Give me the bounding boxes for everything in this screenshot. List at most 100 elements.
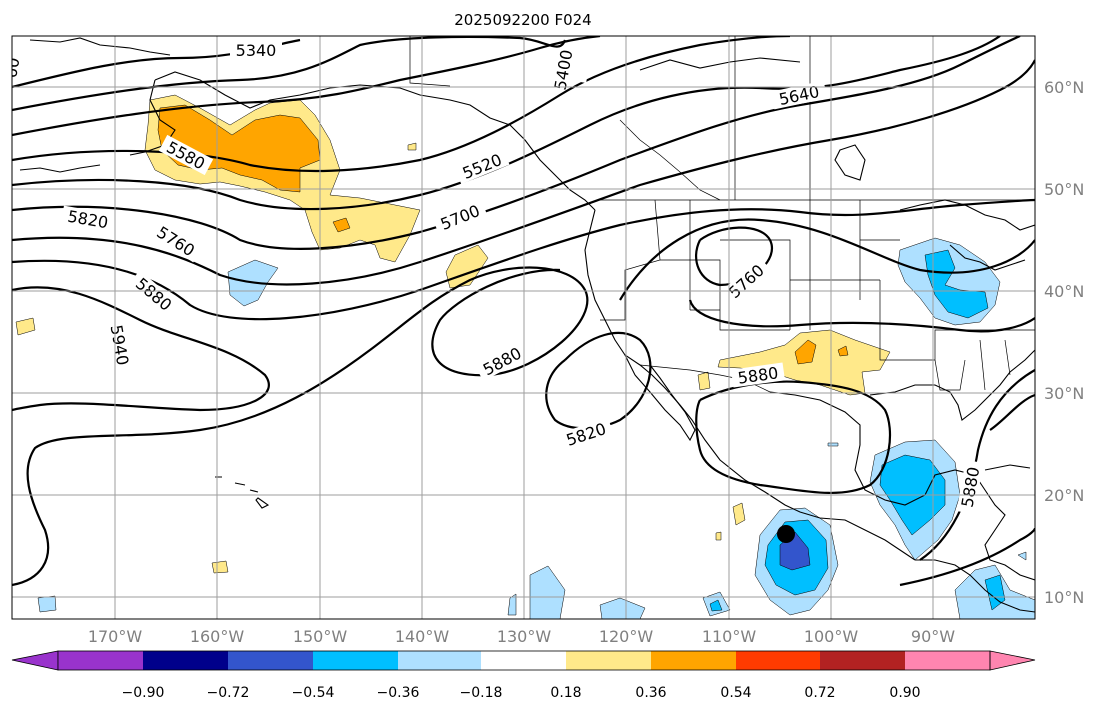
coastline xyxy=(984,464,1031,471)
contour-line xyxy=(545,331,652,430)
colorbar-extend-high xyxy=(989,650,1036,671)
contour-line xyxy=(12,36,567,112)
coastline xyxy=(19,164,101,173)
lon-label: 110°W xyxy=(702,627,757,646)
colorbar-segment xyxy=(143,651,228,670)
negative-anomaly-core xyxy=(984,574,1006,611)
colorbar-segment xyxy=(481,651,566,670)
lat-label: 40°N xyxy=(1044,282,1084,301)
coastline xyxy=(215,476,270,509)
colorbar-segment xyxy=(313,651,398,670)
colorbar-tick-label: 0.54 xyxy=(720,685,751,701)
location-marker xyxy=(777,525,795,543)
positive-anomaly-core xyxy=(794,339,817,365)
colorbar-tick-label: 0.36 xyxy=(635,685,666,701)
colorbar-tick-label: 0.90 xyxy=(889,685,920,701)
contour-line xyxy=(12,36,1001,211)
colorbar-segment xyxy=(566,651,651,670)
lon-label: 130°W xyxy=(497,627,552,646)
positive-anomaly-region xyxy=(697,371,711,391)
colorbar-tick-label: 0.18 xyxy=(550,685,581,701)
colorbar-tick-label: −0.90 xyxy=(122,685,165,701)
negative-anomaly-core xyxy=(924,249,989,319)
negative-anomaly-region xyxy=(827,442,839,447)
colorbar-tick-label: −0.36 xyxy=(377,685,420,701)
positive-anomaly-core-small xyxy=(332,217,351,233)
figure-title: 2025092200 F024 xyxy=(454,11,591,29)
contour-line xyxy=(12,36,1021,250)
positive-anomaly-region xyxy=(15,317,36,336)
contour-line xyxy=(12,198,1035,321)
colorbar-outline xyxy=(57,650,991,671)
lon-label: 160°W xyxy=(190,627,245,646)
negative-anomaly-region xyxy=(507,593,517,616)
latitude-labels: 60°N 50°N 40°N 30°N 20°N 10°N xyxy=(1044,78,1084,607)
colorbar-segment xyxy=(398,651,481,670)
border xyxy=(689,200,900,330)
colorbar-tick-label: 0.72 xyxy=(804,685,835,701)
lon-label: 170°W xyxy=(88,627,143,646)
map-frame xyxy=(11,35,1036,620)
contour-line xyxy=(688,299,1035,333)
positive-anomaly-region xyxy=(715,531,722,541)
coastline xyxy=(949,244,1026,271)
negative-anomaly-core xyxy=(709,599,723,612)
lon-label: 120°W xyxy=(599,627,654,646)
positive-anomaly-core-small xyxy=(837,345,849,357)
coastline xyxy=(29,37,171,56)
lon-label: 100°W xyxy=(804,627,859,646)
contour-line xyxy=(695,380,892,494)
colorbar-segment xyxy=(651,651,736,670)
negative-anomaly-region xyxy=(37,595,57,613)
negative-anomaly-region xyxy=(599,597,646,619)
border xyxy=(734,36,811,200)
contour-line xyxy=(12,266,589,587)
longitude-labels: 170°W 160°W 150°W 140°W 130°W 120°W 110°… xyxy=(88,627,955,646)
colorbar: −0.90 −0.72 −0.54 −0.36 −0.18 0.18 0.36 … xyxy=(11,650,1036,701)
contour-label: 60 xyxy=(1,56,23,79)
negative-anomaly-region xyxy=(529,565,566,619)
lat-label: 10°N xyxy=(1044,588,1084,607)
political-borders xyxy=(409,36,1035,393)
colorbar-segment xyxy=(905,651,990,670)
contour-line xyxy=(12,286,270,412)
border xyxy=(934,339,1011,391)
coastline xyxy=(915,559,1035,613)
coastline xyxy=(899,199,1035,231)
colorbar-segment xyxy=(58,651,143,670)
positive-anomaly-region xyxy=(211,560,229,574)
colorbar-tick-label: −0.72 xyxy=(207,685,250,701)
lat-label: 50°N xyxy=(1044,180,1084,199)
colorbar-segment xyxy=(820,651,905,670)
lon-label: 90°W xyxy=(911,627,955,646)
coastlines xyxy=(19,37,1035,613)
map-panel: 5340 5400 5640 5520 5580 5700 5820 5760 … xyxy=(1,36,1035,619)
lon-label: 150°W xyxy=(293,627,348,646)
contour-line xyxy=(899,527,1035,587)
lat-label: 20°N xyxy=(1044,486,1084,505)
border xyxy=(619,119,721,201)
colorbar-extend-low xyxy=(11,650,59,671)
colorbar-tick-label: −0.18 xyxy=(460,685,503,701)
lat-label: 60°N xyxy=(1044,78,1084,97)
colorbar-tick-label: −0.54 xyxy=(292,685,335,701)
contour-line xyxy=(619,218,1035,301)
contour-line xyxy=(919,369,1035,561)
contour-line xyxy=(989,393,1035,431)
colorbar-segment xyxy=(228,651,313,670)
border xyxy=(600,199,661,321)
positive-anomaly-region xyxy=(407,142,417,151)
lon-label: 140°W xyxy=(395,627,450,646)
coastline xyxy=(834,144,866,181)
coastline xyxy=(974,474,1035,581)
coastline xyxy=(584,209,916,561)
graticule xyxy=(12,36,1035,619)
contour-label: 5340 xyxy=(236,41,277,60)
coastline xyxy=(639,57,801,71)
coastline xyxy=(624,354,696,442)
coastline xyxy=(154,71,596,211)
colorbar-segment xyxy=(736,651,820,670)
coastline xyxy=(869,349,1035,421)
negative-anomaly-region xyxy=(1017,551,1027,561)
